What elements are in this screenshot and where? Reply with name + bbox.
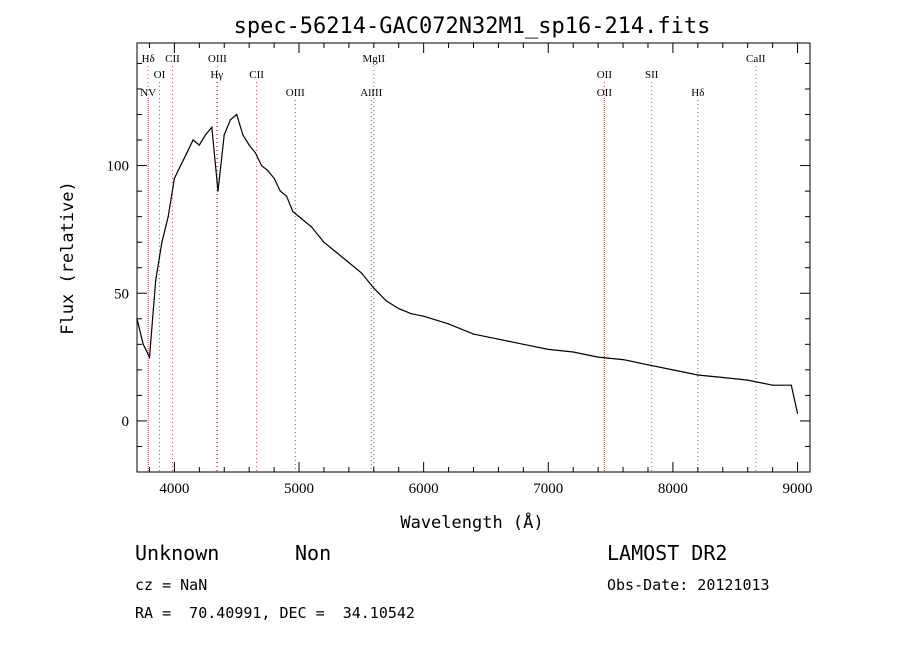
- obs-date-label: Obs-Date: 20121013: [607, 576, 770, 594]
- spectrum-point: [229, 119, 232, 121]
- spectrum-point: [286, 195, 288, 197]
- coordinates-label: RA = 70.40991, DEC = 34.10542: [135, 604, 415, 622]
- spectrum-point: [186, 152, 188, 154]
- survey-label: LAMOST DR2: [607, 541, 728, 565]
- plot-frame: [136, 42, 811, 473]
- spectrum-point: [335, 251, 337, 253]
- spectrum-point: [722, 376, 724, 379]
- x-tick-label: 4000: [159, 481, 189, 497]
- spectrum-point: [180, 165, 182, 167]
- y-tick-label: 0: [122, 414, 130, 430]
- spectrum-point: [522, 343, 525, 345]
- spectrum-point: [572, 351, 574, 353]
- emission-line-label: Hγ: [210, 69, 223, 81]
- spectrum-point: [292, 210, 294, 213]
- spectrum-point: [385, 300, 387, 302]
- chart-title: spec-56214-GAC072N32M1_sp16-214.fits: [234, 14, 711, 39]
- spectrum-point: [155, 279, 157, 282]
- axis-ticks: 4000 5000 6000 7000 8000 9000 0 50 100: [107, 43, 813, 497]
- emission-line-label: OI: [154, 69, 166, 81]
- spectrum-point: [273, 177, 275, 179]
- emission-line-label: Hδ: [691, 87, 704, 99]
- spectrum-point: [167, 216, 169, 218]
- spectrum-point: [173, 177, 175, 179]
- spectrum-point: [192, 139, 194, 141]
- spectrum-point: [772, 384, 774, 386]
- subclass-label: Non: [295, 541, 332, 565]
- spectrum-point: [373, 287, 375, 289]
- spectrum-point: [198, 144, 200, 146]
- spectrum-point: [204, 134, 207, 136]
- emission-line-markers: NV Hδ OI CII OIII Hγ CII OIII MgII AlIII OII OII SII…: [140, 53, 766, 472]
- spectrum-point: [236, 113, 238, 116]
- emission-line-label: OIII: [208, 53, 227, 65]
- emission-line-label: MgII: [362, 53, 385, 65]
- emission-line-label: OIII: [286, 87, 305, 99]
- spectrum-point: [348, 262, 350, 264]
- x-axis-label: Wavelength (Å): [400, 511, 543, 533]
- spectrum-point: [796, 412, 799, 414]
- spectrum-point: [423, 315, 425, 317]
- spectrum-point: [323, 241, 325, 243]
- x-tick-label: 7000: [533, 481, 563, 497]
- spectrum-point: [410, 313, 412, 315]
- spectrum-point: [261, 165, 263, 167]
- spectrum-point: [223, 134, 225, 136]
- spectrum-point: [360, 272, 362, 274]
- spectrum-point: [248, 144, 250, 146]
- emission-line-label: NV: [140, 87, 156, 99]
- emission-line-label: CII: [165, 53, 180, 65]
- spectrum-line-0: [136, 113, 799, 414]
- emission-line-label: CII: [249, 69, 264, 81]
- spectrum-point: [622, 359, 624, 361]
- y-tick-label: 100: [107, 159, 130, 175]
- y-axis-label: Flux (relative): [58, 181, 78, 335]
- spectrum-point: [747, 379, 749, 381]
- x-tick-label: 5000: [284, 481, 314, 497]
- spectrum-point: [211, 126, 213, 128]
- emission-line-label: OII: [597, 69, 613, 81]
- emission-line-label: Hδ: [142, 53, 155, 65]
- spectrum-point: [448, 323, 450, 325]
- spectrum-point: [790, 384, 792, 386]
- spectrum-point: [279, 190, 281, 192]
- x-tick-label: 8000: [658, 481, 688, 497]
- classification-label: Unknown: [135, 541, 220, 565]
- spectrum-point: [267, 170, 269, 172]
- spectrum-point: [697, 374, 699, 376]
- spectrum-point: [547, 348, 549, 350]
- spectrum-point: [398, 308, 400, 310]
- spectrum-point: [472, 333, 475, 335]
- spectrum-point: [310, 226, 313, 228]
- spectrum-series: [136, 113, 799, 414]
- emission-line-label: CaII: [746, 53, 766, 65]
- redshift-label: cz = NaN: [135, 576, 208, 594]
- spectrum-point: [217, 190, 219, 192]
- spectrum-point: [647, 364, 649, 366]
- spectrum-point: [161, 241, 163, 243]
- x-tick-label: 6000: [409, 481, 439, 497]
- y-tick-label: 50: [114, 286, 129, 302]
- spectrum-point: [148, 356, 151, 358]
- x-tick-label: 9000: [783, 481, 813, 497]
- spectrum-point: [242, 134, 244, 136]
- emission-line-label: AlIII: [360, 87, 382, 99]
- emission-line-label: SII: [645, 69, 659, 81]
- spectrum-point: [597, 356, 599, 358]
- emission-line-label: OII: [597, 87, 613, 99]
- spectrum-point: [497, 338, 499, 340]
- spectrum-point: [142, 343, 144, 345]
- spectrum-point: [254, 152, 256, 154]
- spectrum-point: [672, 369, 674, 371]
- spectrum-point: [298, 216, 300, 218]
